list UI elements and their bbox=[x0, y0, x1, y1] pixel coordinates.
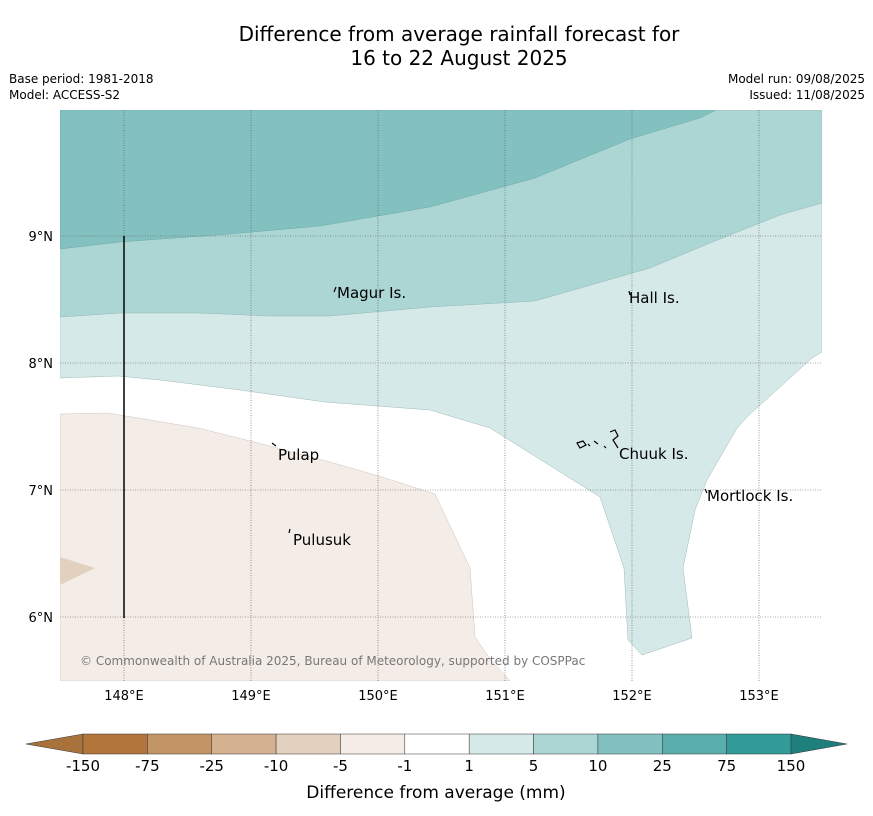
colorbar-swatch bbox=[726, 733, 792, 755]
copyright-notice: © Commonwealth of Australia 2025, Bureau… bbox=[80, 654, 585, 668]
lon-tick-label: 151°E bbox=[485, 689, 525, 704]
colorbar-swatch bbox=[340, 733, 406, 755]
colorbar-swatch bbox=[275, 733, 341, 755]
colorbar-swatch bbox=[82, 733, 148, 755]
colorbar-swatch bbox=[147, 733, 212, 755]
lon-tick-label: 150°E bbox=[358, 689, 398, 704]
chuuk-lagoon-mark bbox=[576, 429, 619, 449]
lat-axis-labels: 9°N 8°N 7°N 6°N bbox=[29, 230, 54, 626]
colorbar-tick-label: 1 bbox=[464, 757, 474, 775]
meta-left: Base period: 1981-2018 Model: ACCESS-S2 bbox=[9, 71, 154, 103]
label-pulap: Pulap bbox=[278, 446, 319, 464]
map-panel: Magur Is. Hall Is. Pulap Chuuk Is. Mortl… bbox=[60, 110, 822, 681]
meta-right: Model run: 09/08/2025 Issued: 11/08/2025 bbox=[728, 71, 865, 103]
hall-island-mark bbox=[628, 290, 631, 296]
lon-tick-label: 149°E bbox=[231, 689, 271, 704]
colorbar-swatch bbox=[468, 733, 534, 755]
colorbar-high-arrow bbox=[790, 733, 848, 755]
colorbar-tick-label: -10 bbox=[264, 757, 289, 775]
mortlock-island-mark bbox=[704, 488, 708, 494]
colorbar-swatch bbox=[404, 733, 470, 755]
colorbar bbox=[25, 733, 848, 755]
model-name: Model: ACCESS-S2 bbox=[9, 88, 121, 102]
island-marks bbox=[271, 286, 708, 534]
colorbar-swatch bbox=[662, 733, 727, 755]
colorbar-tick-label: 10 bbox=[588, 757, 607, 775]
title-line-1: Difference from average rainfall forecas… bbox=[238, 22, 680, 46]
colorbar-tick-label: -150 bbox=[66, 757, 100, 775]
base-period: Base period: 1981-2018 bbox=[9, 72, 154, 86]
title-line-2: 16 to 22 August 2025 bbox=[350, 46, 568, 70]
colorbar-tick-label: -25 bbox=[199, 757, 224, 775]
label-pulusuk: Pulusuk bbox=[293, 531, 351, 549]
colorbar-ticks: -150 -75 -25 -10 -5 -1 1 5 10 25 75 150 bbox=[66, 757, 805, 775]
colorbar-tick-label: 75 bbox=[717, 757, 736, 775]
colorbar-swatch bbox=[597, 733, 663, 755]
lon-tick-label: 148°E bbox=[104, 689, 144, 704]
lon-tick-label: 152°E bbox=[612, 689, 652, 704]
model-run: Model run: 09/08/2025 bbox=[727, 72, 865, 86]
lat-tick-label: 9°N bbox=[29, 230, 54, 245]
colorbar-low-arrow bbox=[25, 733, 84, 755]
colorbar-tick-label: -1 bbox=[397, 757, 412, 775]
label-magur: Magur Is. bbox=[337, 284, 406, 302]
pulap-island-mark bbox=[271, 442, 277, 447]
pulusuk-island-mark bbox=[288, 528, 291, 534]
colorbar-tick-label: 150 bbox=[777, 757, 806, 775]
label-hall: Hall Is. bbox=[629, 289, 680, 307]
colorbar-tick-label: 25 bbox=[653, 757, 672, 775]
dry-zone-5-10 bbox=[60, 557, 95, 585]
colorbar-swatch bbox=[533, 733, 599, 755]
lat-tick-label: 6°N bbox=[29, 611, 54, 626]
colorbar-label: Difference from average (mm) bbox=[306, 783, 565, 803]
lat-tick-label: 7°N bbox=[29, 484, 54, 499]
issued-date: Issued: 11/08/2025 bbox=[749, 88, 865, 102]
colorbar-tick-label: -75 bbox=[135, 757, 160, 775]
dry-zone-1-5 bbox=[60, 412, 511, 681]
colorbar-tick-label: 5 bbox=[529, 757, 539, 775]
lon-axis-labels: 148°E 149°E 150°E 151°E 152°E 153°E bbox=[104, 689, 779, 704]
colorbar-swatch bbox=[211, 733, 277, 755]
label-chuuk: Chuuk Is. bbox=[619, 445, 688, 463]
label-mortlock: Mortlock Is. bbox=[707, 487, 793, 505]
wet-zone-10-25 bbox=[60, 110, 717, 250]
lat-tick-label: 8°N bbox=[29, 357, 54, 372]
colorbar-tick-label: -5 bbox=[333, 757, 348, 775]
lon-tick-label: 153°E bbox=[739, 689, 779, 704]
magur-island-mark bbox=[333, 286, 337, 293]
map-title: Difference from average rainfall forecas… bbox=[0, 22, 873, 70]
